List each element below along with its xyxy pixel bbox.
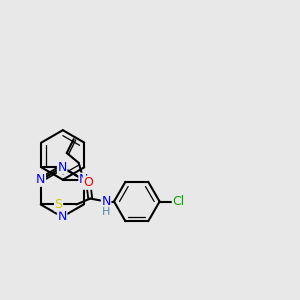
Text: Cl: Cl: [172, 195, 184, 208]
Text: N: N: [58, 210, 67, 224]
Text: N: N: [36, 173, 45, 186]
Text: N: N: [101, 195, 111, 208]
Text: H: H: [102, 207, 110, 218]
Text: N: N: [58, 161, 67, 174]
Text: S: S: [55, 198, 63, 211]
Text: N: N: [79, 173, 88, 186]
Text: O: O: [83, 176, 93, 189]
